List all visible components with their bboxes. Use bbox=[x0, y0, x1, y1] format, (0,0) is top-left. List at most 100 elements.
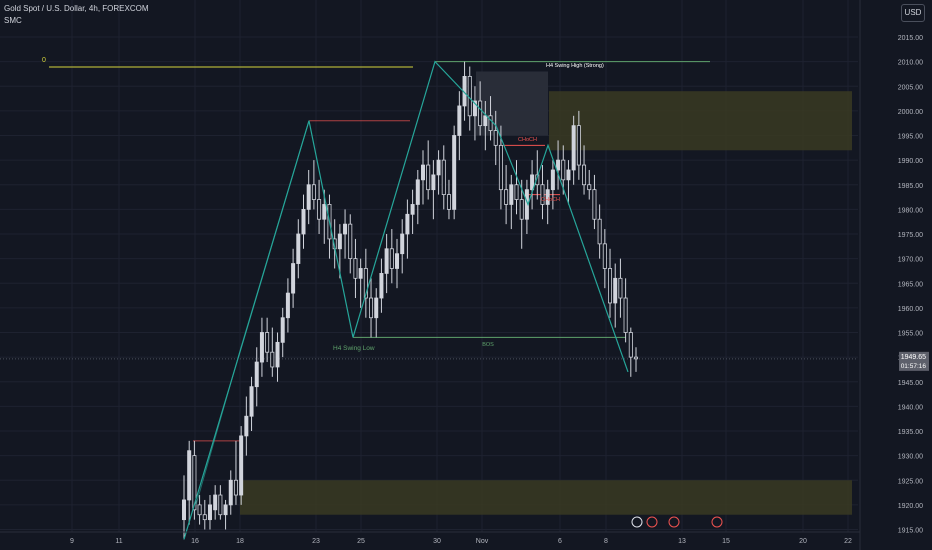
candle bbox=[472, 86, 477, 141]
annotation-lines bbox=[0, 61, 858, 442]
candle-body bbox=[431, 174, 436, 191]
price-axis-bg bbox=[860, 0, 932, 550]
candle bbox=[514, 160, 519, 215]
candle-body bbox=[301, 208, 306, 235]
candle-body bbox=[389, 248, 394, 269]
candle bbox=[452, 125, 457, 220]
candle-body bbox=[478, 100, 483, 127]
candle-body bbox=[192, 455, 197, 511]
chart-grid bbox=[0, 0, 858, 532]
time-tick-label: 11 bbox=[115, 538, 122, 545]
candle-body bbox=[436, 159, 441, 176]
time-tick-label: 16 bbox=[191, 538, 199, 545]
candle bbox=[218, 485, 223, 520]
candle-body bbox=[566, 169, 571, 181]
price-tick-label: 1915.00 bbox=[898, 528, 923, 535]
candle bbox=[358, 258, 363, 308]
candle bbox=[618, 258, 623, 318]
candle-body bbox=[395, 253, 400, 269]
candle bbox=[504, 165, 509, 225]
candle-body bbox=[207, 504, 212, 521]
countdown-label: 01:57:16 bbox=[901, 363, 927, 370]
candle bbox=[431, 160, 436, 220]
price-tick-label: 1995.00 bbox=[898, 134, 923, 141]
time-tick-label: 18 bbox=[236, 538, 244, 545]
candle-body bbox=[249, 386, 254, 417]
price-tick-label: 1925.00 bbox=[898, 478, 923, 485]
candle bbox=[317, 179, 322, 234]
candle bbox=[213, 485, 218, 520]
candle-body bbox=[634, 356, 639, 360]
candle-body bbox=[306, 184, 311, 210]
candle bbox=[311, 160, 316, 210]
candle-body bbox=[384, 248, 389, 274]
candle-body bbox=[592, 189, 597, 220]
candle-body bbox=[187, 450, 192, 501]
candle bbox=[379, 258, 384, 313]
candle-body bbox=[353, 258, 358, 279]
currency-button[interactable]: USD bbox=[901, 4, 925, 22]
candle-body bbox=[519, 199, 524, 220]
candle-body bbox=[441, 159, 446, 195]
candle-body bbox=[400, 233, 405, 255]
candle bbox=[197, 495, 202, 525]
candle bbox=[410, 189, 415, 234]
candle bbox=[623, 278, 628, 343]
candle-body bbox=[514, 184, 519, 200]
candle-body bbox=[457, 105, 462, 136]
price-tick-label: 2010.00 bbox=[898, 60, 923, 67]
candle-body bbox=[618, 277, 623, 299]
candle-body bbox=[280, 317, 285, 343]
candle bbox=[259, 317, 264, 377]
candle bbox=[348, 214, 353, 274]
candle-body bbox=[259, 332, 264, 363]
event-icon bbox=[668, 516, 680, 528]
candle bbox=[493, 110, 498, 166]
time-tick-label: 13 bbox=[678, 538, 686, 545]
candle bbox=[420, 150, 425, 205]
candle-body bbox=[317, 199, 322, 220]
candle bbox=[530, 160, 535, 210]
candle bbox=[405, 199, 410, 259]
candle bbox=[576, 110, 581, 180]
candle bbox=[608, 248, 613, 318]
price-tick-label: 1975.00 bbox=[898, 232, 923, 239]
candle bbox=[395, 238, 400, 289]
price-tick-label: 1935.00 bbox=[898, 429, 923, 436]
candle-body bbox=[254, 361, 259, 388]
price-tick-label: 2015.00 bbox=[898, 35, 923, 42]
price-tick-label: 1985.00 bbox=[898, 183, 923, 190]
price-tick-label: 1970.00 bbox=[898, 257, 923, 264]
candle-body bbox=[493, 130, 498, 146]
candle-body bbox=[415, 179, 420, 205]
time-tick-label: 9 bbox=[70, 538, 74, 545]
candle-body bbox=[452, 135, 457, 210]
candle bbox=[535, 150, 540, 200]
candle-body bbox=[608, 268, 613, 304]
candle-body bbox=[181, 499, 186, 521]
price-tick-label: 1990.00 bbox=[898, 158, 923, 165]
candle bbox=[285, 278, 290, 333]
chart-legend: Gold Spot / U.S. Dollar, 4h, FOREXCOM SM… bbox=[4, 3, 149, 27]
candle bbox=[363, 248, 368, 318]
candle bbox=[270, 327, 275, 377]
candle-body bbox=[426, 164, 431, 191]
candle-body bbox=[587, 184, 592, 191]
price-tick-label: 1940.00 bbox=[898, 404, 923, 411]
candle bbox=[550, 160, 555, 210]
candle-body bbox=[498, 144, 503, 191]
price-tick-label: 1920.00 bbox=[898, 503, 923, 510]
candle bbox=[488, 96, 493, 141]
candle bbox=[400, 219, 405, 274]
demand-zone bbox=[240, 480, 852, 515]
candle bbox=[181, 475, 186, 540]
price-tick-label: 1965.00 bbox=[898, 281, 923, 288]
price-tick-label: 1930.00 bbox=[898, 454, 923, 461]
candle-body bbox=[369, 297, 374, 319]
zigzag-line bbox=[195, 120, 310, 506]
candle-body bbox=[410, 204, 415, 215]
choch-label: CHoCH bbox=[541, 197, 560, 203]
price-axis: 2015.00 2010.00 2005.00 2000.00 1995.00 1990.… bbox=[859, 0, 932, 550]
price-tick-label: 1960.00 bbox=[898, 306, 923, 313]
